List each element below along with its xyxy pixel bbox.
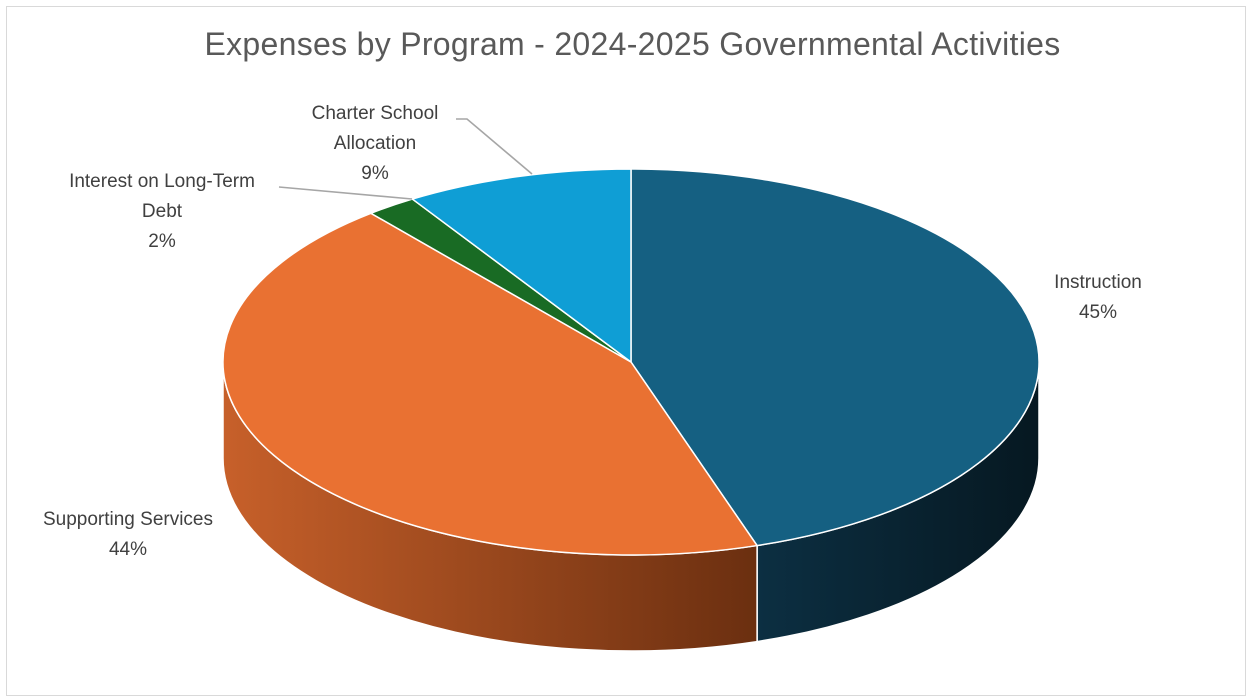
slice-supporting-services [222,212,759,556]
data-label-percent: 45% [1079,302,1117,323]
data-label-category: Supporting Services [43,509,213,530]
data-label-category: Interest on Long-Term [69,171,255,192]
data-label-percent: 2% [148,231,176,252]
leader-line-charter-school-allocation [456,118,533,175]
data-label-interest-on-long-term-debt: Interest on Long-Term Debt 2% [69,171,255,252]
data-label-instruction: Instruction 45% [1054,272,1142,323]
slice-charter-school-allocation [410,168,632,364]
data-label-category: Charter School [312,103,439,124]
data-label-percent: 44% [109,539,147,560]
leader-line-interest-on-long-term-debt [278,186,413,200]
slice-instruction [630,168,1040,547]
data-label-category: Instruction [1054,272,1142,293]
data-label-percent: 9% [361,163,389,184]
data-label-category: Allocation [334,133,416,154]
data-label-supporting-services: Supporting Services 44% [43,509,213,560]
pie-slices [222,168,1040,556]
data-labels: Instruction 45% Supporting Services 44% Inte… [43,103,1142,560]
leader-lines [278,118,533,200]
data-label-charter-school-allocation: Charter School Allocation 9% [312,103,439,184]
data-label-category: Debt [142,201,183,222]
chart-title: Expenses by Program - 2024-2025 Governme… [204,26,1061,62]
